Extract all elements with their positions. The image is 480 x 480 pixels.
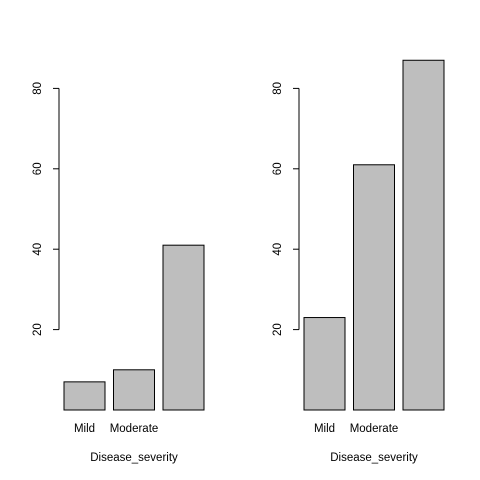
bar-mild [303,317,346,411]
y-tick-label: 20 [272,323,284,336]
x-axis-title: Disease_severity [90,452,178,464]
y-tick-label: 40 [272,243,284,256]
right-bar-chart: 20 40 60 80 Mild Moderate Disease_severity [272,59,445,464]
bar-severe [402,59,445,411]
category-label: Mild [314,423,335,435]
x-axis-title: Disease_severity [330,452,418,464]
category-label: Mild [74,423,95,435]
y-tick-label: 20 [32,323,44,336]
bar-moderate [353,164,395,411]
bar-mild [63,381,106,411]
y-tick-label: 60 [272,162,284,175]
bar-severe [162,244,205,411]
y-tick-label: 40 [32,243,44,256]
bar-moderate [113,369,155,411]
category-label: Moderate [110,423,159,435]
y-tick-label: 80 [32,82,44,95]
category-label: Moderate [350,423,399,435]
left-bar-chart: 20 40 60 80 Mild Moderate Disease_severity [32,82,205,464]
y-tick-label: 60 [32,162,44,175]
y-tick-label: 80 [272,82,284,95]
